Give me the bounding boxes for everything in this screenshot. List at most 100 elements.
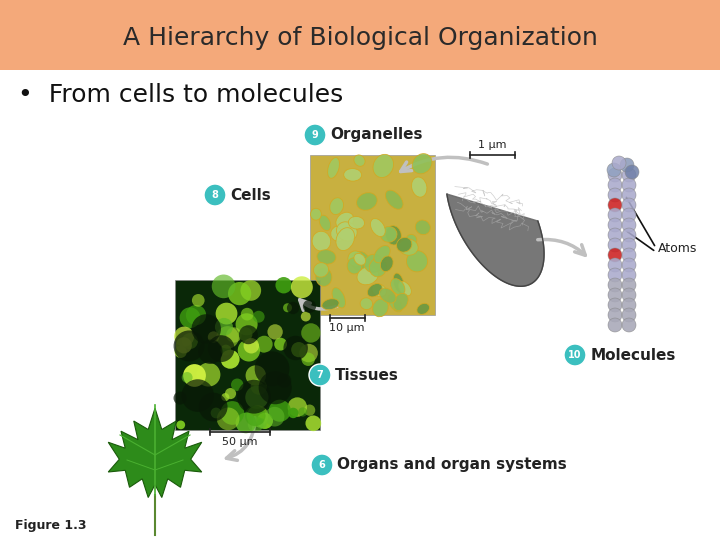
Circle shape [192,294,204,307]
Circle shape [622,278,636,292]
Circle shape [208,332,220,343]
Circle shape [255,352,289,386]
Circle shape [237,380,271,414]
Circle shape [174,327,194,347]
Circle shape [608,218,622,232]
Circle shape [607,163,621,177]
Ellipse shape [351,252,369,271]
Circle shape [608,248,622,262]
Ellipse shape [412,177,427,197]
Text: A Hierarchy of Biological Organization: A Hierarchy of Biological Organization [122,26,598,50]
Circle shape [183,364,206,387]
Ellipse shape [330,198,343,214]
Circle shape [253,311,265,323]
Ellipse shape [348,217,364,229]
Ellipse shape [319,215,330,231]
Polygon shape [108,408,202,497]
Ellipse shape [372,284,387,296]
Ellipse shape [367,284,382,297]
Circle shape [198,340,222,364]
Ellipse shape [397,238,412,252]
Ellipse shape [393,273,404,293]
Ellipse shape [379,288,396,303]
Ellipse shape [322,299,339,309]
Circle shape [192,314,221,344]
Text: 8: 8 [212,190,218,200]
Text: Atoms: Atoms [658,241,698,254]
Circle shape [608,318,622,332]
Circle shape [622,228,636,242]
Circle shape [608,278,622,292]
Circle shape [225,388,236,399]
Circle shape [622,218,636,232]
Ellipse shape [347,258,362,274]
Circle shape [622,298,636,312]
Ellipse shape [357,267,379,285]
Text: Figure 1.3: Figure 1.3 [15,518,86,531]
Circle shape [228,282,251,305]
Ellipse shape [315,268,332,286]
Circle shape [256,336,273,353]
Circle shape [311,454,333,476]
Ellipse shape [417,303,430,314]
Circle shape [245,406,266,426]
Circle shape [181,372,192,383]
Circle shape [246,366,266,386]
Circle shape [287,397,307,417]
Text: 10 μm: 10 μm [329,323,365,333]
Ellipse shape [354,155,365,166]
Circle shape [608,298,622,312]
Ellipse shape [313,262,328,277]
Circle shape [608,208,622,222]
Circle shape [612,156,626,170]
Circle shape [274,338,287,350]
Ellipse shape [406,251,428,272]
Ellipse shape [399,239,418,255]
Ellipse shape [348,251,364,266]
Text: Tissues: Tissues [335,368,399,382]
Ellipse shape [372,299,388,317]
Circle shape [247,405,269,427]
Ellipse shape [336,228,354,251]
Ellipse shape [343,168,361,181]
Circle shape [179,307,200,328]
Circle shape [243,338,259,354]
Ellipse shape [317,249,336,264]
Ellipse shape [406,234,417,245]
Ellipse shape [356,193,377,210]
Circle shape [212,274,235,298]
Ellipse shape [369,258,387,277]
Ellipse shape [398,281,411,296]
Circle shape [176,421,185,429]
Circle shape [608,178,622,192]
Ellipse shape [312,231,330,251]
Circle shape [303,300,316,313]
Text: 6: 6 [319,460,325,470]
Circle shape [238,327,253,341]
Circle shape [181,379,214,412]
Circle shape [287,302,300,314]
Circle shape [235,313,258,335]
Circle shape [283,303,292,312]
Circle shape [174,330,204,361]
Circle shape [622,288,636,302]
Circle shape [291,342,306,357]
Ellipse shape [380,256,393,272]
Text: •  From cells to molecules: • From cells to molecules [18,83,343,107]
Circle shape [215,318,233,336]
Ellipse shape [374,246,390,263]
Circle shape [284,336,308,360]
Circle shape [204,184,226,206]
Ellipse shape [415,220,431,235]
Circle shape [608,258,622,272]
Circle shape [251,379,267,395]
Circle shape [197,363,220,387]
Bar [175,280,320,430]
Circle shape [608,268,622,282]
Ellipse shape [330,226,346,241]
Polygon shape [447,194,544,286]
Circle shape [257,413,273,429]
Circle shape [309,364,331,386]
Circle shape [305,415,321,431]
Text: 7: 7 [317,370,323,380]
